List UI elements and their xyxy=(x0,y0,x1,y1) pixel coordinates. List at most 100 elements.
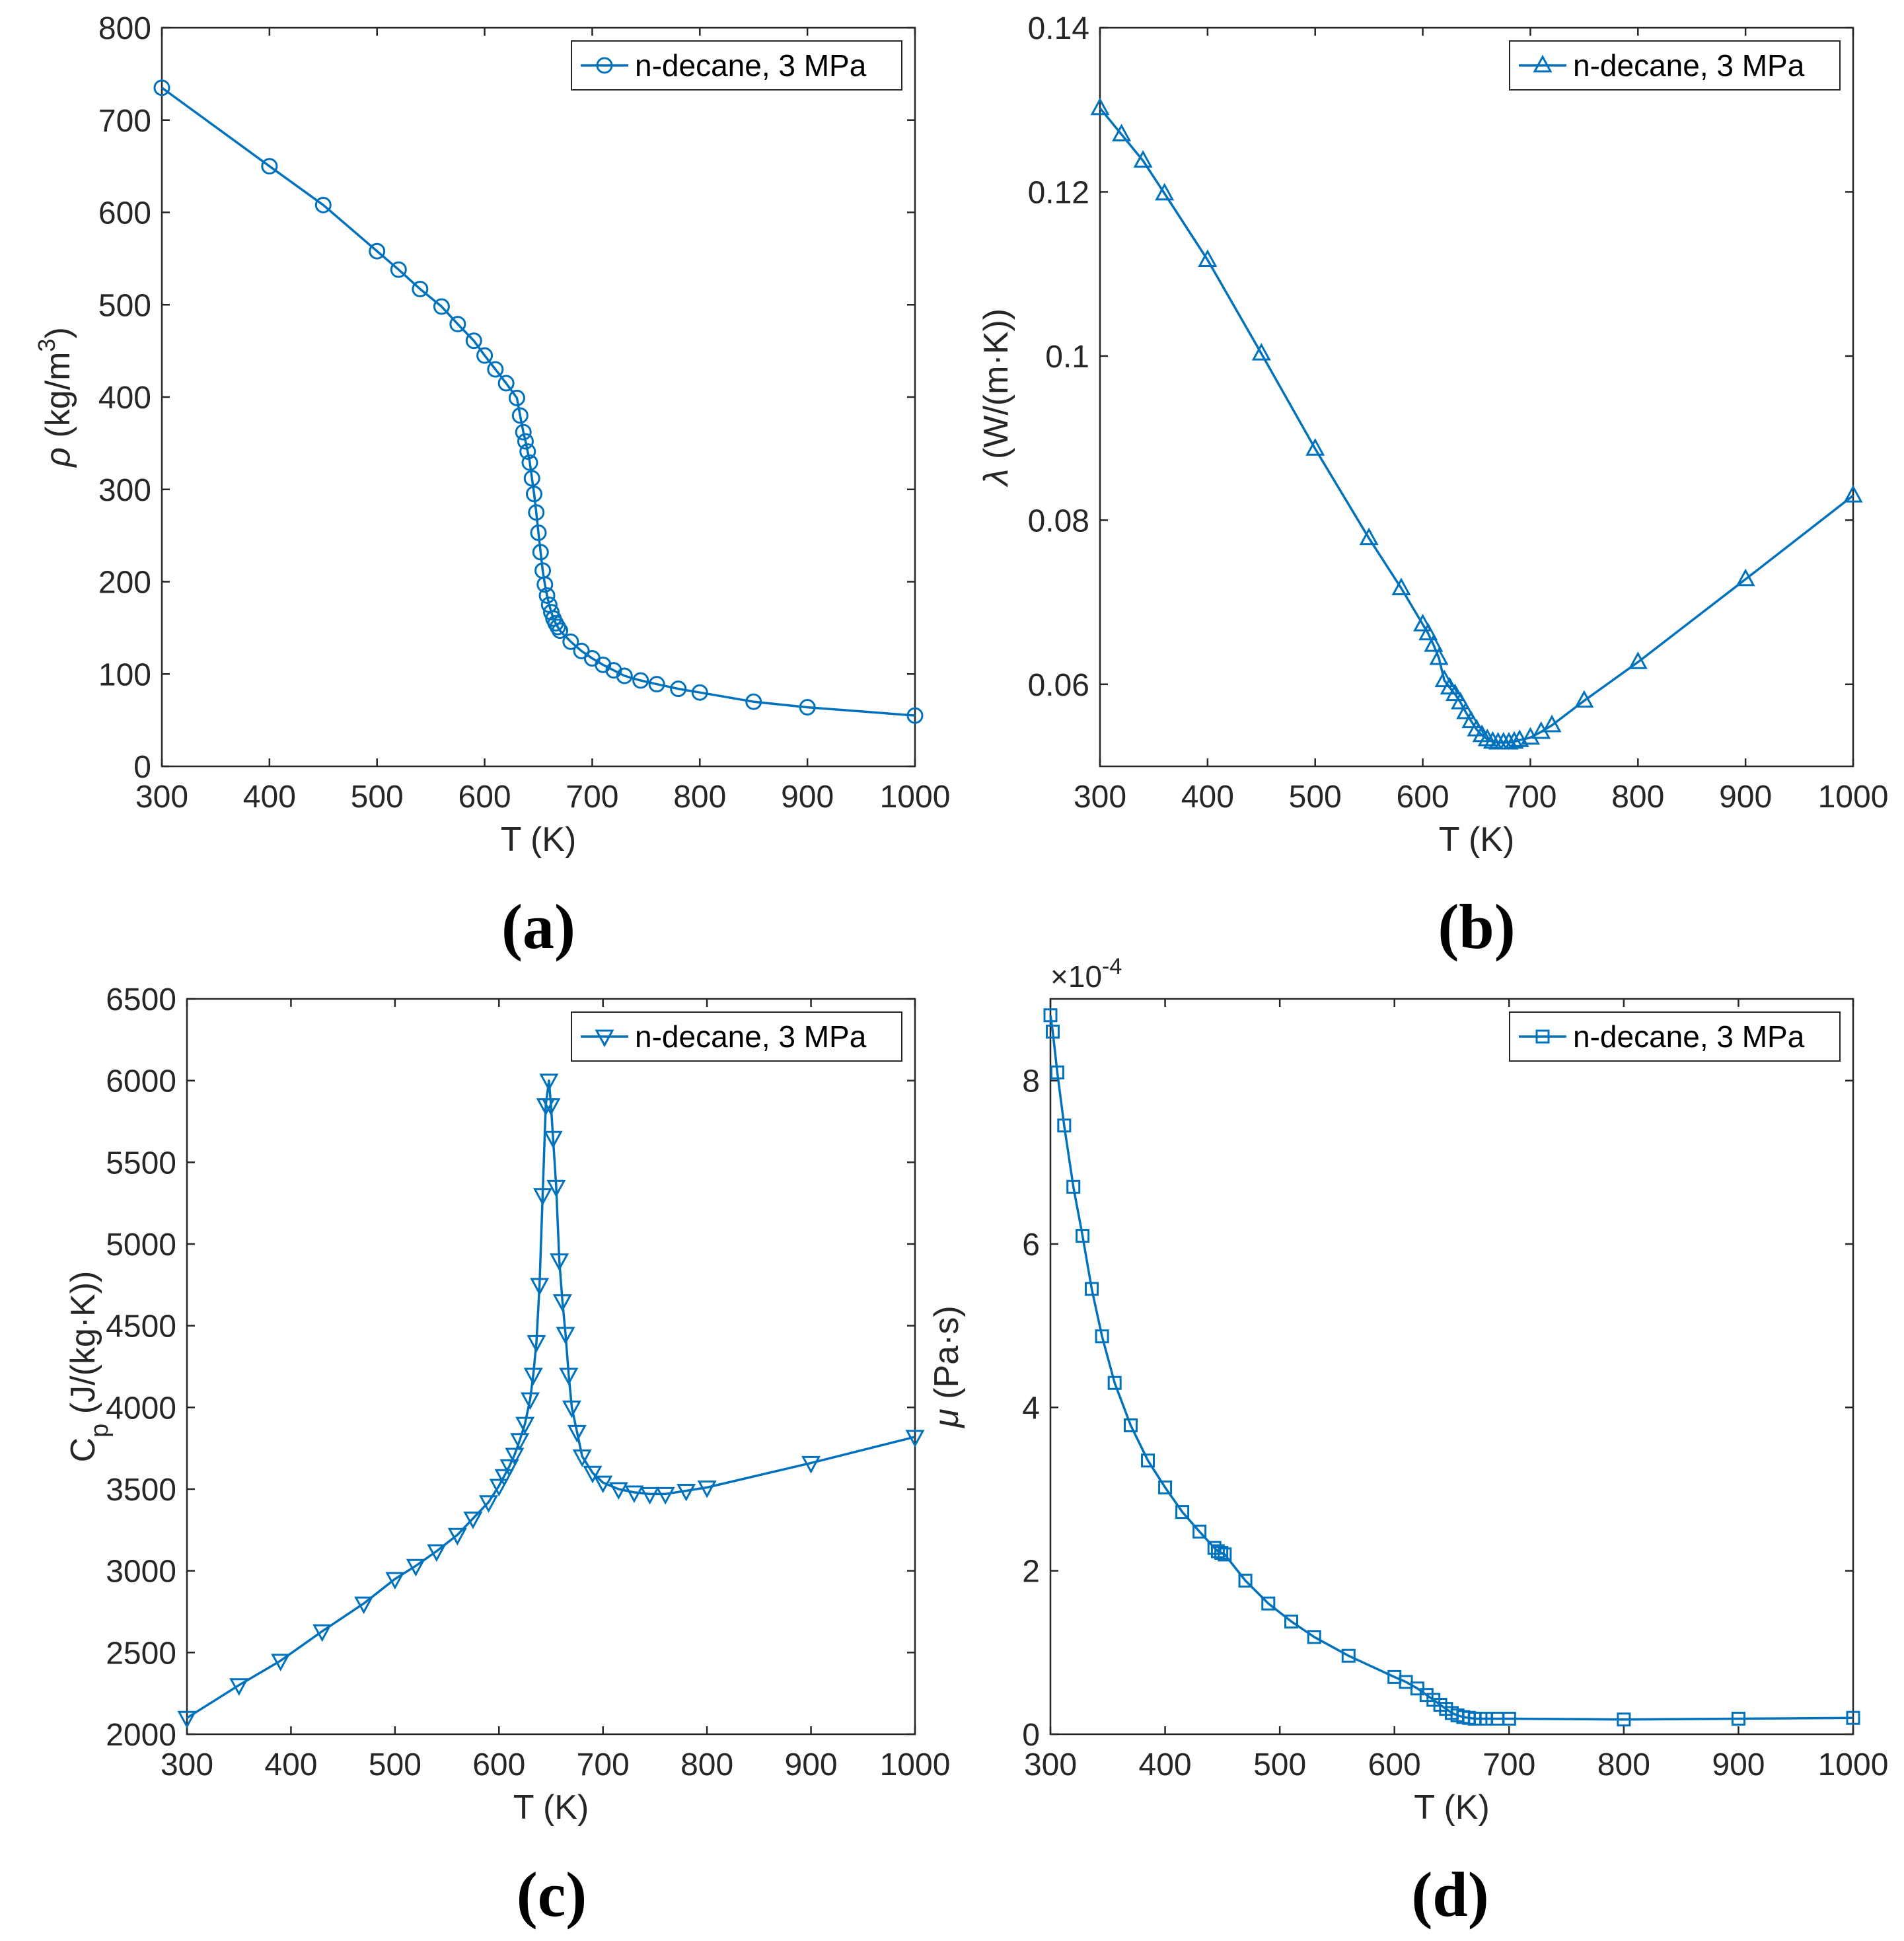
y-tick-label: 0.1 xyxy=(1045,340,1089,375)
data-point xyxy=(536,576,554,593)
data-point xyxy=(517,433,534,450)
x-tick-label: 900 xyxy=(781,780,834,815)
data-point xyxy=(523,1368,543,1386)
data-point xyxy=(1341,1648,1356,1663)
y-axis-label-symbol: μ xyxy=(928,1409,966,1429)
data-point xyxy=(1045,1024,1060,1039)
y-axis-label-base: C xyxy=(64,1438,102,1463)
legend-text: n-decane, 3 MPa xyxy=(1573,1019,1805,1054)
plot-area xyxy=(1049,998,1854,1736)
legend-marker xyxy=(1535,1029,1550,1044)
x-tick-label: 900 xyxy=(1712,1747,1765,1782)
data-point xyxy=(1141,1453,1155,1468)
data-point xyxy=(640,1486,660,1505)
chart-panel-d: 300 400 500 600 700 800 900 1000 0 2 4 6 8 T (K) μ (Pa… xyxy=(928,954,1888,1930)
y-tick-label: 3000 xyxy=(106,1555,176,1590)
y-tick-label: 2000 xyxy=(106,1718,176,1753)
y-tick-label: 3500 xyxy=(106,1473,176,1508)
x-tick-label: 500 xyxy=(351,780,404,815)
x-tick-label: 700 xyxy=(566,780,618,815)
y-tick-label: 700 xyxy=(98,104,151,139)
data-point xyxy=(550,1253,569,1271)
data-point xyxy=(515,1416,535,1435)
x-axis-label: T (K) xyxy=(513,1788,589,1827)
y-tick-label: 0 xyxy=(1022,1718,1040,1753)
data-point xyxy=(479,1495,499,1513)
legend: n-decane, 3 MPa xyxy=(571,1011,902,1062)
x-tick-label: 500 xyxy=(1253,1747,1306,1782)
data-point xyxy=(905,1430,925,1447)
data-point xyxy=(1451,691,1471,710)
legend: n-decane, 3 MPa xyxy=(1509,40,1841,91)
y-tick-label: 8 xyxy=(1022,1064,1040,1099)
data-point xyxy=(508,389,525,406)
y-tick-label: 4000 xyxy=(106,1391,176,1426)
legend: n-decane, 3 MPa xyxy=(571,40,902,91)
x-tick-label: 300 xyxy=(1074,780,1126,815)
data-point xyxy=(406,1558,425,1577)
data-point xyxy=(1617,1712,1631,1727)
x-tick-label: 800 xyxy=(680,1747,733,1782)
data-point xyxy=(1305,438,1325,456)
y-tick-label: 4 xyxy=(1022,1391,1040,1426)
data-point xyxy=(1076,1229,1090,1243)
data-point xyxy=(1424,634,1444,652)
data-point xyxy=(1542,714,1562,733)
data-point xyxy=(541,1098,561,1116)
data-point xyxy=(648,676,665,693)
data-point xyxy=(1066,1179,1081,1194)
y-axis-label: ρ (kg/m3) xyxy=(33,327,77,468)
data-point xyxy=(546,1179,566,1198)
data-point xyxy=(476,347,494,364)
y-axis-label-symbol: ρ xyxy=(39,447,77,468)
x-tick-label: 600 xyxy=(1368,1747,1421,1782)
series-line xyxy=(186,1079,916,1719)
data-point xyxy=(1192,1524,1207,1539)
y-axis-multiplier-exponent: -4 xyxy=(1102,954,1122,979)
data-point xyxy=(691,684,708,701)
x-tick-label: 800 xyxy=(1611,780,1664,815)
x-tick-label: 400 xyxy=(1181,780,1234,815)
data-point xyxy=(1391,577,1411,595)
data-point xyxy=(519,443,536,460)
data-point xyxy=(530,524,547,541)
data-point xyxy=(1410,1681,1424,1696)
y-axis-label: λ (W/(m·K)) xyxy=(977,309,1015,488)
data-point xyxy=(1445,683,1465,702)
data-point xyxy=(1307,1630,1321,1644)
data-point xyxy=(1477,728,1497,747)
x-axis-label: T (K) xyxy=(1414,1788,1490,1827)
legend-text: n-decane, 3 MPa xyxy=(1573,48,1805,83)
x-tick-label: 300 xyxy=(161,1747,213,1782)
data-point xyxy=(1502,1712,1516,1726)
y-tick-label: 0.12 xyxy=(1028,175,1089,210)
x-tick-label: 300 xyxy=(135,780,188,815)
x-tick-label: 500 xyxy=(369,1747,421,1782)
y-tick-label: 2 xyxy=(1022,1555,1040,1590)
data-point xyxy=(1158,1481,1173,1495)
data-point xyxy=(505,1447,525,1466)
x-tick-label: 1000 xyxy=(880,1747,951,1782)
data-point xyxy=(552,622,569,640)
data-point xyxy=(494,1469,514,1487)
data-point xyxy=(271,1654,291,1671)
data-point xyxy=(1359,527,1379,546)
y-axis-label-unit: (J/(kg·K)) xyxy=(64,1271,102,1424)
data-point xyxy=(608,1482,628,1500)
data-point xyxy=(1238,1574,1253,1588)
x-tick-label: 1000 xyxy=(880,780,951,815)
data-point xyxy=(572,1449,592,1467)
data-point xyxy=(1210,1544,1225,1558)
data-point xyxy=(412,280,429,297)
x-tick-label: 900 xyxy=(1719,780,1772,815)
data-point xyxy=(1284,1614,1298,1629)
chart-panel-b: 300 400 500 600 700 800 900 1000 0.06 0.08 0.1 0.12… xyxy=(977,11,1888,962)
x-tick-label: 1000 xyxy=(1818,1747,1889,1782)
y-tick-label: 0.08 xyxy=(1028,503,1089,538)
data-point xyxy=(552,1294,572,1312)
data-point xyxy=(433,298,450,315)
y-axis-label-unit: (W/(m·K)) xyxy=(977,309,1015,469)
data-point xyxy=(801,1455,821,1474)
data-point xyxy=(556,1327,575,1345)
data-point xyxy=(449,316,466,333)
